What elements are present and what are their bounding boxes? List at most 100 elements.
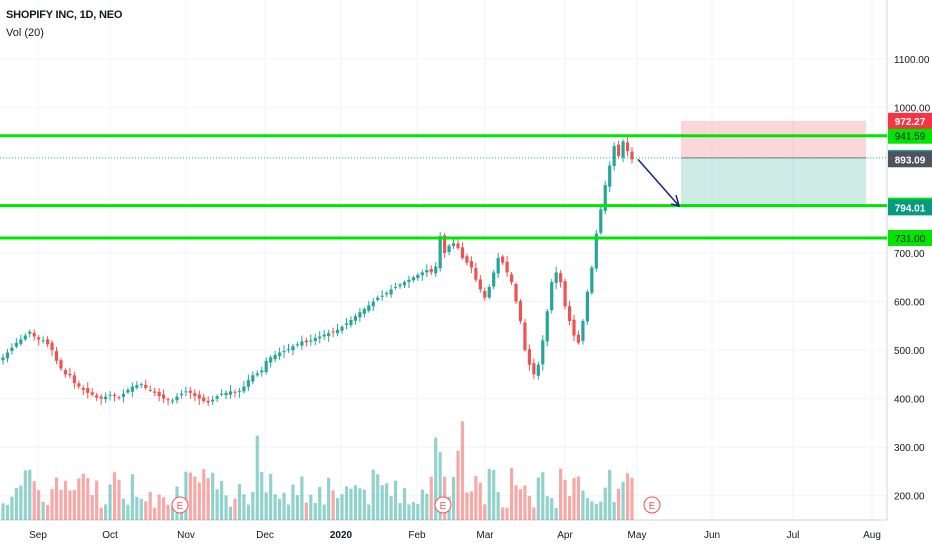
volume-bar: [157, 494, 161, 520]
volume-bar: [567, 496, 572, 520]
earnings-marker[interactable]: [434, 496, 452, 514]
candle: [478, 279, 482, 290]
time-tick-label: Feb: [408, 530, 426, 541]
volume-bar: [309, 494, 313, 520]
volume-bar: [451, 477, 456, 520]
candle: [46, 339, 50, 345]
volume-bar: [28, 469, 32, 520]
price-badge: [888, 112, 932, 129]
volume-bar: [5, 504, 10, 520]
candle: [41, 340, 45, 342]
volume-bar: [219, 480, 224, 520]
candle: [594, 233, 598, 269]
candle: [335, 329, 340, 334]
volume-bar: [81, 473, 85, 520]
candle: [492, 272, 496, 287]
candle: [202, 397, 206, 402]
volume-bar: [594, 503, 598, 520]
candle: [215, 396, 219, 399]
price-badge-label: 794.01: [895, 203, 926, 214]
volume-bar: [407, 504, 411, 520]
candle: [309, 340, 313, 342]
trend-arrow[interactable]: [637, 158, 680, 207]
candle: [416, 274, 420, 278]
candle: [184, 391, 188, 393]
volume-bar: [10, 496, 14, 520]
candle: [282, 351, 286, 353]
volume-bar: [501, 507, 505, 520]
candle: [514, 284, 518, 302]
volume-bar: [487, 468, 491, 520]
candle: [54, 351, 59, 361]
candle: [90, 392, 94, 395]
candle: [407, 279, 411, 283]
volume-bar: [559, 468, 563, 520]
earnings-marker[interactable]: [643, 496, 661, 514]
symbol-title: SHOPIFY INC, 1D, NEO: [6, 9, 123, 21]
volume-bar: [581, 490, 585, 520]
volume-bar: [188, 472, 192, 520]
level-badge: [888, 127, 932, 144]
candle: [170, 400, 175, 402]
volume-bar: [228, 506, 233, 520]
time-tick-label: Oct: [102, 530, 118, 541]
stop-loss-zone[interactable]: [681, 120, 866, 158]
candle: [99, 396, 103, 399]
volume-bar: [14, 488, 18, 520]
volume-bar: [211, 472, 215, 520]
volume-bar: [126, 504, 130, 520]
volume-bar: [371, 469, 375, 520]
volume-bar: [291, 484, 295, 520]
price-tick-label: 1100.00: [894, 55, 930, 66]
volume-bar: [353, 485, 358, 520]
candle: [425, 270, 429, 273]
volume-bar: [237, 484, 242, 520]
candle: [411, 277, 416, 281]
volume-bar: [112, 472, 117, 520]
volume-bar: [215, 489, 219, 520]
volume-bar: [139, 498, 143, 520]
volume-bar: [612, 502, 616, 520]
candle: [300, 341, 304, 346]
candle: [157, 391, 161, 397]
volume-bar: [86, 478, 90, 520]
candle: [572, 319, 576, 336]
candle: [228, 391, 233, 395]
volume-bar: [117, 479, 121, 520]
candle: [376, 297, 380, 301]
candle: [224, 392, 228, 396]
candle: [166, 399, 170, 401]
take-profit-zone[interactable]: [681, 157, 866, 208]
volume-bar: [389, 496, 393, 520]
candle: [59, 360, 63, 369]
volume-bar: [358, 488, 362, 520]
volume-bar: [465, 492, 469, 520]
candle: [331, 331, 335, 333]
candle: [496, 257, 500, 274]
volume-bar: [170, 506, 175, 520]
volume-bar: [402, 488, 407, 520]
candle: [344, 323, 349, 325]
volume-bar: [585, 497, 589, 520]
candle: [483, 291, 487, 298]
time-tick-label: Sep: [29, 530, 47, 541]
time-tick-label: Apr: [557, 530, 573, 541]
price-tick-label: 700.00: [894, 249, 925, 260]
volume-bar: [518, 489, 523, 520]
volume-bar: [603, 487, 607, 520]
candle: [95, 395, 99, 398]
volume-indicator-label: Vol (20): [6, 27, 44, 39]
volume-bar: [380, 485, 384, 520]
earnings-marker[interactable]: [171, 496, 189, 514]
level-badge-label: 941.59: [895, 132, 926, 143]
candle: [251, 375, 255, 382]
time-tick-label: Jul: [787, 530, 800, 541]
volume-bar: [148, 491, 152, 520]
volume-bar: [349, 488, 353, 520]
candle: [625, 142, 630, 152]
price-tick-label: 1000.00: [894, 103, 931, 114]
volume-bar: [206, 477, 210, 520]
volume-bar: [416, 503, 420, 520]
time-tick-label: Nov: [177, 530, 195, 541]
